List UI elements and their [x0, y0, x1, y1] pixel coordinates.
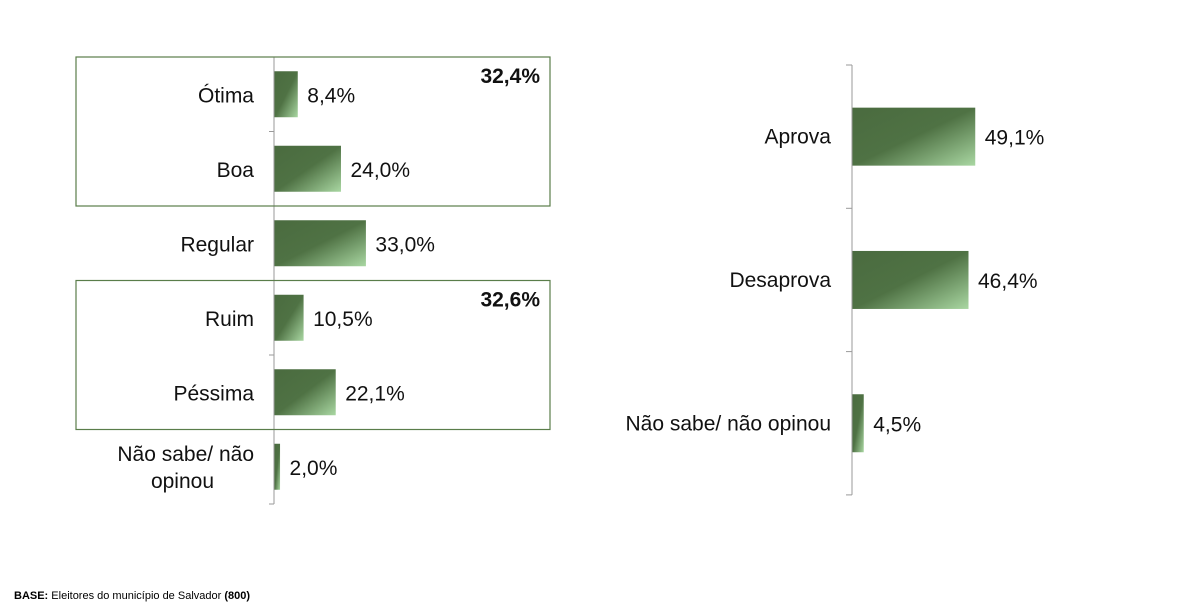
value-label: 22,1%: [345, 382, 405, 405]
value-label: 46,4%: [978, 270, 1038, 293]
category-label: Aprova: [764, 126, 831, 149]
bar-regular: [274, 220, 366, 267]
category-label: Péssima: [173, 382, 254, 405]
category-label: Boa: [217, 159, 255, 182]
bar-otima: [274, 71, 298, 118]
category-label: Ruim: [205, 308, 254, 331]
category-label: Desaprova: [729, 269, 831, 292]
group-box-1: [75, 56, 551, 207]
base-text: Eleitores do município de Salvador: [48, 590, 225, 602]
bar-nao-sabe-nao-opinou: [274, 443, 281, 490]
value-label: 2,0%: [290, 457, 338, 480]
group-total-label: 32,6%: [480, 289, 540, 312]
value-label: 33,0%: [375, 233, 435, 256]
value-label: 8,4%: [307, 84, 355, 107]
base-footnote: BASE: Eleitores do município de Salvador…: [14, 590, 250, 602]
base-label: BASE:: [14, 590, 49, 602]
bar-pessima: [274, 369, 336, 416]
bar-desaprova: [852, 250, 969, 309]
bar-ruim: [274, 294, 304, 341]
category-label: Não sabe/ não: [117, 443, 254, 466]
group-total-label: 32,4%: [480, 65, 540, 88]
bar-boa: [274, 145, 341, 192]
group-box-2: [75, 279, 551, 431]
category-label: Ótima: [198, 84, 254, 107]
base-count: (800): [224, 590, 251, 602]
value-label: 49,1%: [985, 127, 1045, 150]
bar-aprova: [852, 107, 976, 166]
bar-nao-sabe-nao-opinou: [852, 394, 864, 453]
category-label: Não sabe/ não opinou: [626, 412, 832, 435]
category-label: Regular: [180, 233, 254, 256]
category-label: opinou: [151, 470, 214, 493]
value-label: 24,0%: [350, 159, 410, 182]
value-label: 4,5%: [873, 413, 921, 436]
value-label: 10,5%: [313, 308, 373, 331]
